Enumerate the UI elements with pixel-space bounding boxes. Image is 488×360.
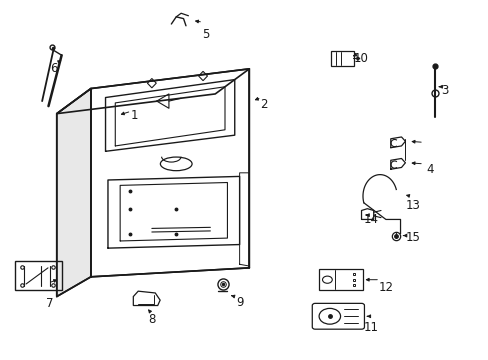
Text: 9: 9 xyxy=(235,296,243,309)
Text: 6: 6 xyxy=(50,62,58,75)
Text: 15: 15 xyxy=(405,231,419,244)
Polygon shape xyxy=(57,89,91,297)
Text: 8: 8 xyxy=(148,313,155,327)
Text: 10: 10 xyxy=(353,51,368,64)
Text: 13: 13 xyxy=(405,199,419,212)
Text: 1: 1 xyxy=(131,109,138,122)
Text: 2: 2 xyxy=(260,98,267,111)
Text: 14: 14 xyxy=(363,213,378,226)
Text: 11: 11 xyxy=(363,321,378,334)
Text: 3: 3 xyxy=(440,84,447,97)
Text: 7: 7 xyxy=(45,297,53,310)
Text: 4: 4 xyxy=(425,163,433,176)
Text: 5: 5 xyxy=(202,28,209,41)
Text: 12: 12 xyxy=(378,281,393,294)
